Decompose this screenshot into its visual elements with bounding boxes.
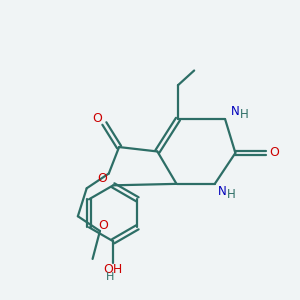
Text: N: N <box>231 105 240 118</box>
Text: N: N <box>218 185 226 198</box>
Text: O: O <box>92 112 102 125</box>
Text: H: H <box>106 272 114 282</box>
Text: O: O <box>98 172 107 185</box>
Text: O: O <box>98 219 108 232</box>
Text: H: H <box>240 108 249 121</box>
Text: O: O <box>270 146 280 159</box>
Text: H: H <box>226 188 235 201</box>
Text: OH: OH <box>103 263 123 276</box>
